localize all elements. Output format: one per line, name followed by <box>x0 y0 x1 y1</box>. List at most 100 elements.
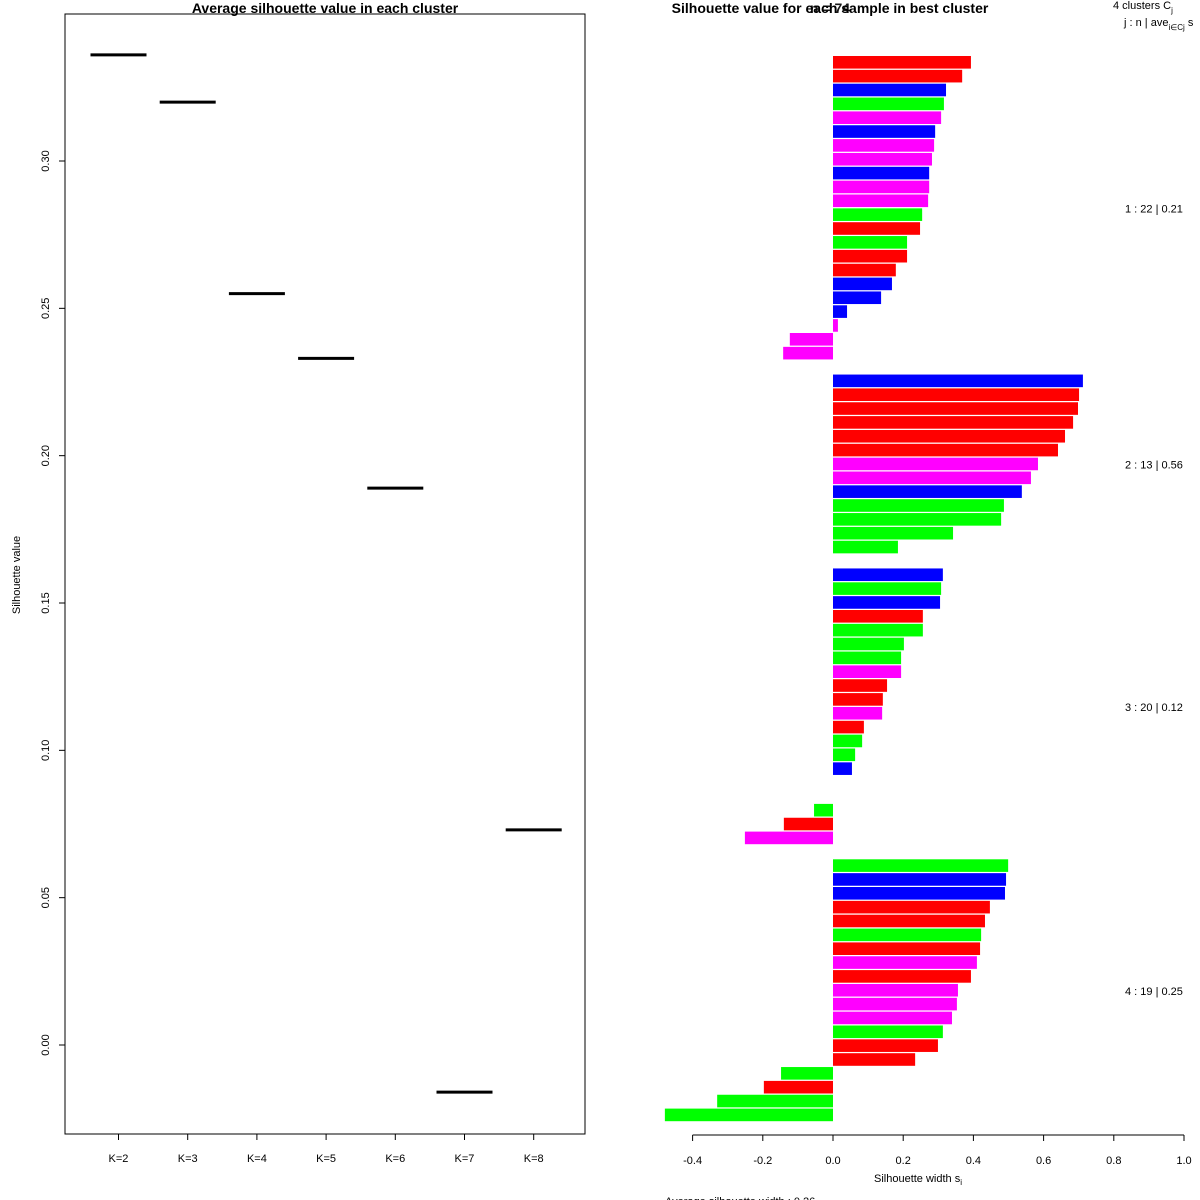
silhouette-bar <box>833 679 888 692</box>
legend-header-line2-tail: s <box>1185 17 1194 29</box>
legend-header-line1: 4 clusters C <box>1113 0 1171 12</box>
silhouette-bar <box>833 706 883 720</box>
silhouette-bar <box>833 623 923 637</box>
left-y-tick-label: 0.25 <box>40 298 52 319</box>
left-chart-marks <box>90 53 562 1094</box>
silhouette-bar <box>833 277 892 291</box>
left-x-tick-label: K=4 <box>247 1153 267 1165</box>
silhouette-bar <box>833 1011 952 1025</box>
silhouette-bar <box>783 346 833 360</box>
silhouette-bar <box>833 291 882 305</box>
left-x-axis: K=2 K=3 K=4 K=5 K=6 K=7 K=8 <box>109 1134 544 1165</box>
legend-header: 4 clusters Cj j : n | avei∈Cj s <box>1113 0 1194 32</box>
cluster-label: 1 : 22 | 0.21 <box>1125 203 1183 215</box>
silhouette-bar <box>783 817 833 831</box>
left-chart-title: Average silhouette value in each cluster <box>192 0 459 16</box>
silhouette-bar <box>833 942 981 955</box>
silhouette-bar <box>833 928 982 942</box>
silhouette-bar <box>833 69 963 83</box>
silhouette-bar <box>789 333 833 346</box>
silhouette-bar <box>833 222 921 235</box>
silhouette-bar <box>833 859 1009 872</box>
silhouette-bar <box>833 56 971 69</box>
silhouette-bar <box>833 249 908 263</box>
silhouette-bar <box>744 831 833 845</box>
silhouette-bar <box>833 180 930 194</box>
left-y-axis: 0.00 0.05 0.10 0.15 0.20 0.25 0.30 <box>40 150 65 1056</box>
silhouette-bar <box>833 513 1002 526</box>
silhouette-bar <box>833 568 943 582</box>
silhouette-bar <box>763 1080 833 1094</box>
silhouette-bar <box>833 152 932 166</box>
left-y-tick-label: 0.15 <box>40 592 52 613</box>
avg-silhouette-chart: Average silhouette value in each cluster… <box>11 0 586 1165</box>
silhouette-bar <box>833 693 883 706</box>
silhouette-bar <box>833 596 941 609</box>
silhouette-bar <box>833 471 1031 485</box>
left-x-tick-label: K=3 <box>178 1153 198 1165</box>
silhouette-bar <box>833 900 990 914</box>
silhouette-bar <box>833 388 1080 401</box>
silhouette-bar <box>833 610 923 623</box>
left-x-tick-label: K=7 <box>455 1153 475 1165</box>
silhouette-bar <box>833 651 902 665</box>
right-chart-title: Silhouette value for each sample in best… <box>672 0 989 16</box>
silhouette-bar <box>814 803 833 817</box>
right-x-tick-label: -0.2 <box>753 1155 772 1167</box>
silhouette-bar <box>833 263 896 277</box>
silhouette-bar <box>833 236 908 249</box>
left-y-tick-label: 0.05 <box>40 887 52 908</box>
silhouette-bar <box>833 1053 916 1066</box>
silhouette-bar <box>833 457 1038 471</box>
silhouette-bar <box>833 499 1004 512</box>
silhouette-bar <box>833 125 936 138</box>
left-plot-frame <box>64 13 586 1135</box>
silhouette-bar <box>833 416 1074 429</box>
right-x-axis: -0.4 -0.2 0.0 0.2 0.4 0.6 0.8 1.0 <box>683 1134 1192 1167</box>
left-y-tick-label: 0.10 <box>40 740 52 761</box>
right-x-tick-label: 0.8 <box>1106 1155 1121 1167</box>
cluster-label: 3 : 20 | 0.12 <box>1125 702 1183 714</box>
cluster-labels: 1 : 22 | 0.21 2 : 13 | 0.56 3 : 20 | 0.12 4… <box>1125 203 1183 998</box>
silhouette-bar <box>664 1108 833 1122</box>
silhouette-bar <box>833 637 904 651</box>
sample-silhouette-chart: n = 74 Silhouette value for each sample … <box>664 0 1194 1200</box>
silhouette-bar <box>833 997 957 1011</box>
silhouette-bar <box>833 139 935 152</box>
silhouette-bar <box>833 956 977 969</box>
left-x-tick-label: K=2 <box>109 1153 129 1165</box>
silhouette-bar <box>833 887 1005 900</box>
left-y-tick-label: 0.30 <box>40 150 52 171</box>
silhouette-bar <box>833 1039 938 1052</box>
silhouette-bar <box>833 111 942 124</box>
silhouette-bar <box>833 194 929 208</box>
right-x-axis-label: Silhouette width s <box>874 1173 961 1185</box>
silhouette-bar <box>833 319 838 332</box>
right-x-tick-label: 0.2 <box>896 1155 911 1167</box>
silhouette-bar <box>833 983 958 997</box>
silhouette-bar <box>833 748 856 762</box>
legend-header-line2: j : n <box>1123 17 1142 29</box>
silhouette-bar <box>833 485 1022 498</box>
left-y-axis-label: Silhouette value <box>11 536 23 614</box>
right-x-axis-label-sub: i <box>960 1178 962 1187</box>
right-x-tick-label: -0.4 <box>683 1155 702 1167</box>
left-x-tick-label: K=6 <box>385 1153 405 1165</box>
silhouette-bar <box>833 429 1066 443</box>
silhouette-bar <box>833 582 942 595</box>
silhouette-bar <box>781 1067 833 1080</box>
silhouette-bar <box>833 402 1078 415</box>
silhouette-bar <box>833 1025 943 1039</box>
silhouette-bar <box>833 720 864 734</box>
right-chart-hidden-title: n = 74 <box>810 0 850 16</box>
silhouette-bar <box>833 873 1007 886</box>
silhouette-bar <box>833 540 898 554</box>
legend-header-line1-sub: j <box>1170 6 1173 15</box>
right-x-tick-label: 0.4 <box>966 1155 981 1167</box>
silhouette-bar <box>833 526 954 540</box>
right-x-tick-label: 0.6 <box>1036 1155 1051 1167</box>
silhouette-bar <box>833 762 852 775</box>
silhouette-bar <box>833 208 923 221</box>
legend-header-line2-rest: | ave <box>1142 17 1169 29</box>
